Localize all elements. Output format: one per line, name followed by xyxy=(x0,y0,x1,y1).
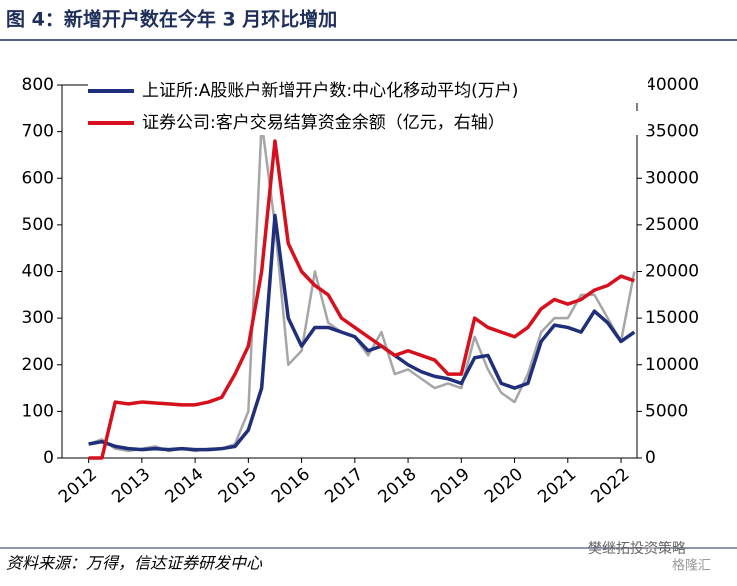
y-tick-label: 800 xyxy=(22,75,54,95)
y2-tick-label: 35000 xyxy=(645,122,699,142)
x-tick-label: 2012 xyxy=(55,464,101,507)
x-tick-label: 2018 xyxy=(374,464,420,507)
y-tick-label: 700 xyxy=(22,122,54,142)
y-tick-label: 400 xyxy=(22,262,54,282)
y-tick-label: 100 xyxy=(22,401,54,421)
y2-tick-label: 5000 xyxy=(645,401,688,421)
y2-tick-label: 20000 xyxy=(645,262,699,282)
y2-tick-label: 15000 xyxy=(645,308,699,328)
chart-title: 图 4：新增开户数在今年 3 月环比增加 xyxy=(6,8,337,31)
y-tick-label: 600 xyxy=(22,168,54,188)
y-tick-label: 500 xyxy=(22,215,54,235)
legend-bg xyxy=(88,79,648,103)
series-line xyxy=(88,121,636,453)
y-tick-label: 0 xyxy=(43,448,54,468)
legend-label: 上证所:A股账户新增开户数:中心化移动平均(万户) xyxy=(142,81,518,101)
y2-tick-label: 40000 xyxy=(645,75,699,95)
watermark: 樊继拓投资策略 xyxy=(588,540,686,557)
series-line xyxy=(88,213,636,452)
watermark: 格隆汇 xyxy=(672,558,711,574)
x-tick-label: 2020 xyxy=(481,464,527,507)
legend-label: 证券公司:客户交易结算资金余额（亿元，右轴） xyxy=(142,113,505,133)
y2-tick-label: 30000 xyxy=(645,168,699,188)
legend-bg xyxy=(88,111,648,135)
x-tick-label: 2014 xyxy=(162,464,208,507)
series-line xyxy=(88,139,635,460)
x-tick-label: 2022 xyxy=(587,464,633,507)
y-tick-label: 300 xyxy=(22,308,54,328)
x-tick-label: 2021 xyxy=(534,464,580,507)
x-tick-label: 2015 xyxy=(215,464,261,507)
y2-tick-label: 10000 xyxy=(645,355,699,375)
x-tick-label: 2013 xyxy=(108,464,154,507)
x-tick-label: 2019 xyxy=(428,464,474,507)
x-tick-label: 2016 xyxy=(268,464,314,507)
y2-tick-label: 0 xyxy=(645,448,656,468)
source: 资料来源：万得，信达证券研发中心 xyxy=(6,554,263,573)
x-tick-label: 2017 xyxy=(321,464,367,507)
y2-tick-label: 25000 xyxy=(645,215,699,235)
y-tick-label: 200 xyxy=(22,355,54,375)
